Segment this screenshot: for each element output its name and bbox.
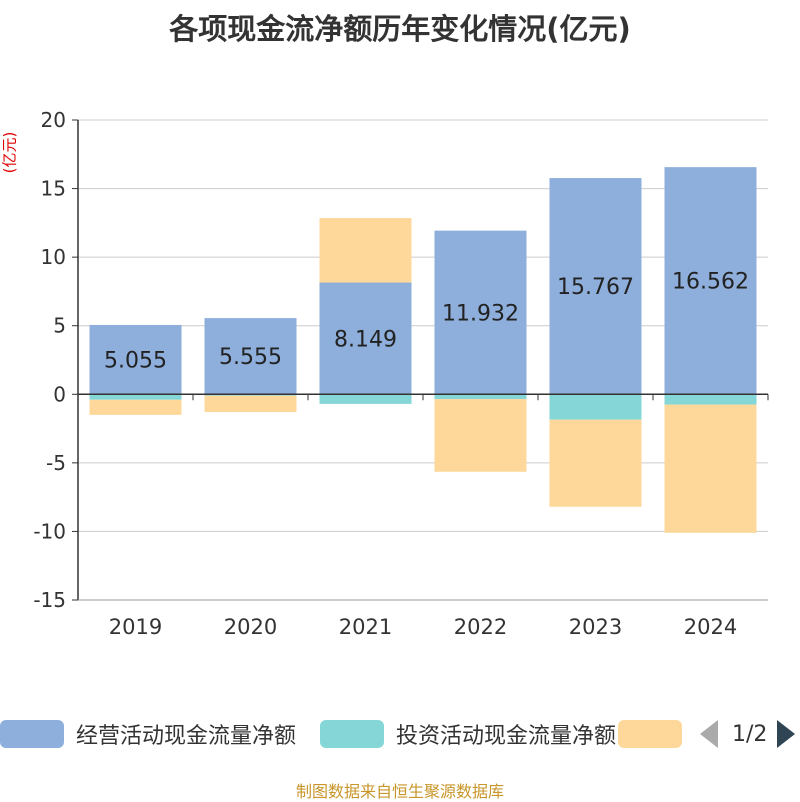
- bar-series0-2024: [664, 167, 757, 395]
- bar-series0-2023: [549, 178, 642, 395]
- legend-item-financing[interactable]: [618, 716, 682, 752]
- legend-next-page-icon[interactable]: [777, 720, 796, 748]
- bar-series0-2021: [319, 282, 412, 395]
- chart-legend: 经营活动现金流量净额 投资活动现金流量净额: [0, 716, 800, 752]
- legend-swatch-operating: [0, 720, 64, 748]
- bar-series1-2019: [89, 394, 182, 400]
- legend-item-investing[interactable]: 投资活动现金流量净额: [320, 716, 616, 752]
- bar-series1-2022: [434, 394, 527, 400]
- data-source-note: 制图数据来自恒生聚源数据库: [295, 782, 504, 801]
- y-tick-label: 10: [41, 245, 66, 269]
- x-tick-label: 2022: [454, 615, 507, 639]
- y-tick-label: 15: [41, 177, 66, 201]
- y-tick-label: 0: [53, 382, 66, 406]
- legend-label-investing: 投资活动现金流量净额: [396, 724, 617, 749]
- data-label: 15.767: [557, 275, 634, 300]
- bar-series2-2019: [89, 399, 182, 415]
- data-label: 8.149: [334, 327, 397, 352]
- y-tick-label: -15: [33, 588, 66, 612]
- y-tick-label: -5: [46, 451, 66, 475]
- bar-series2-2020: [204, 395, 297, 413]
- data-label: 5.055: [104, 349, 167, 374]
- bar-series2-2024: [664, 404, 757, 533]
- bar-series1-2023: [549, 394, 642, 420]
- bar-series0-2020: [204, 318, 297, 395]
- x-tick-label: 2023: [569, 615, 622, 639]
- bar-series1-2021: [319, 394, 412, 404]
- data-label: 5.555: [219, 345, 282, 370]
- x-tick-label: 2019: [109, 615, 162, 639]
- data-label: 11.932: [442, 301, 519, 326]
- x-tick-label: 2020: [224, 615, 277, 639]
- bar-series2-2021: [319, 218, 412, 283]
- legend-label-operating: 经营活动现金流量净额: [76, 724, 297, 749]
- legend-swatch-investing: [320, 720, 384, 748]
- x-tick-label: 2024: [684, 615, 737, 639]
- y-tick-label: 5: [53, 314, 66, 338]
- y-tick-label: -10: [33, 519, 66, 543]
- legend-pager: 1/2: [700, 716, 796, 752]
- x-tick-label: 2021: [339, 615, 392, 639]
- bar-series1-2024: [664, 394, 757, 405]
- data-label: 16.562: [672, 270, 749, 295]
- bar-series2-2023: [549, 419, 642, 507]
- legend-prev-page-icon[interactable]: [700, 720, 718, 748]
- chart-title: 各项现金流净额历年变化情况(亿元): [169, 12, 631, 46]
- bar-series0-2019: [89, 324, 182, 395]
- legend-item-operating[interactable]: 经营活动现金流量净额: [0, 716, 296, 752]
- chart-plot: 20 15 10 5 0 -5 -10 -15 5.055 5.555 8.149 11.932 15.…: [33, 108, 769, 639]
- y-tick-label: 20: [41, 108, 66, 132]
- legend-swatch-financing: [618, 720, 682, 748]
- bar-series0-2022: [434, 230, 527, 395]
- bar-series2-2022: [434, 399, 527, 472]
- legend-page-indicator: 1/2: [732, 721, 768, 747]
